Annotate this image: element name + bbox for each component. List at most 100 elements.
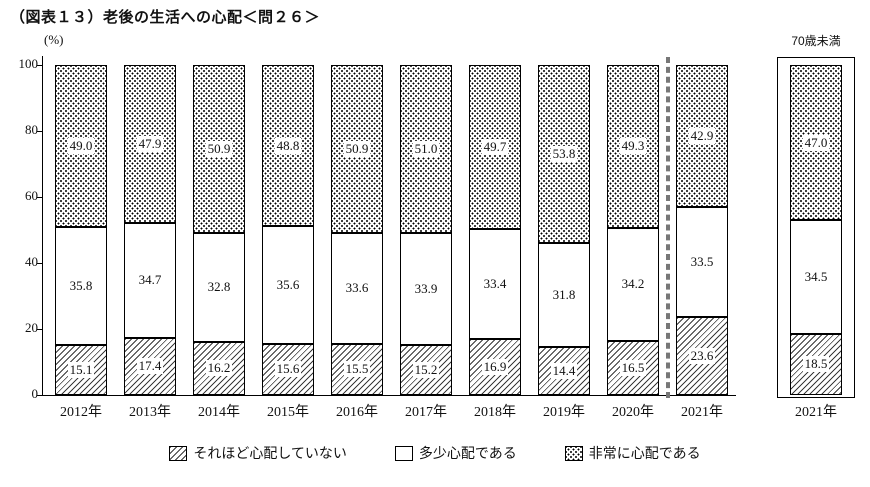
x-axis-label: 2021年 xyxy=(795,405,837,420)
bar-segment-dots: 48.8 xyxy=(262,65,314,227)
x-axis-label: 2017年 xyxy=(405,405,447,420)
legend-swatch-plain xyxy=(394,445,413,461)
stacked-bar: 16.9 33.4 49.7 xyxy=(469,65,521,395)
legend: それほど心配していない 多少心配である 非常に心配である xyxy=(0,443,870,463)
x-axis-label: 2013年 xyxy=(129,405,171,420)
bar-segment-dots: 50.9 xyxy=(331,65,383,233)
bar-value-label: 14.4 xyxy=(550,363,578,380)
bar-value-label: 42.9 xyxy=(688,127,716,144)
x-axis-label: 2012年 xyxy=(60,405,102,420)
bar-value-label: 33.5 xyxy=(688,253,716,270)
bar-value-label: 47.0 xyxy=(802,134,830,151)
bar-segment-dots: 47.9 xyxy=(124,65,176,224)
x-axis-line xyxy=(42,395,736,396)
bar-value-label: 23.6 xyxy=(688,348,716,365)
x-axis-label: 2020年 xyxy=(612,405,654,420)
bar-segment-plain: 35.6 xyxy=(262,226,314,344)
bar-segment-plain: 31.8 xyxy=(538,242,590,348)
stacked-bar: 14.4 31.8 53.8 xyxy=(538,65,590,395)
bar-value-label: 15.6 xyxy=(274,361,302,378)
bar-segment-dots: 42.9 xyxy=(676,65,728,207)
y-axis-tick xyxy=(37,131,42,132)
bar-value-label: 15.5 xyxy=(343,361,371,378)
x-axis-label: 2018年 xyxy=(474,405,516,420)
legend-label: 非常に心配である xyxy=(588,445,701,461)
bar-value-label: 49.7 xyxy=(481,139,509,156)
bar-value-label: 48.8 xyxy=(274,137,302,154)
bar-value-label: 17.4 xyxy=(136,358,164,375)
y-axis-tick xyxy=(37,329,42,330)
x-axis-label: 2016年 xyxy=(336,405,378,420)
bar-value-label: 51.0 xyxy=(412,141,440,157)
bar-segment-hatch: 16.2 xyxy=(193,341,245,395)
bar-segment-hatch: 15.1 xyxy=(55,345,107,395)
bar-value-label: 34.5 xyxy=(802,269,830,286)
stacked-bar: 23.6 33.5 42.9 xyxy=(676,65,728,395)
bar-segment-hatch: 15.5 xyxy=(331,343,383,395)
y-axis-tick-label: 40 xyxy=(25,254,38,269)
stacked-bar: 17.4 34.7 47.9 xyxy=(124,65,176,395)
legend-item: 非常に心配である xyxy=(564,443,701,463)
bar-value-label: 33.6 xyxy=(343,280,371,297)
bar-value-label: 16.5 xyxy=(619,359,647,376)
bar-value-label: 35.6 xyxy=(274,276,302,293)
y-axis-tick xyxy=(37,65,42,66)
legend-swatch-hatch xyxy=(169,445,188,461)
stacked-bar: 15.2 33.9 51.0 xyxy=(400,65,452,395)
bar-segment-hatch: 17.4 xyxy=(124,337,176,395)
annex-stacked-bar: 18.5 34.5 47.0 xyxy=(790,65,842,395)
bar-segment-plain: 33.4 xyxy=(469,229,521,340)
bar-segment-plain: 33.5 xyxy=(676,206,728,318)
bar-segment-dots: 51.0 xyxy=(400,65,452,233)
x-axis-label: 2019年 xyxy=(543,405,585,420)
legend-label: 多少心配である xyxy=(418,445,517,461)
bar-value-label: 34.2 xyxy=(619,276,647,293)
bar-segment-dots: 49.0 xyxy=(55,65,107,228)
bar-value-label: 53.8 xyxy=(550,145,578,162)
bar-value-label: 16.9 xyxy=(481,359,509,376)
period-separator xyxy=(665,57,670,398)
bar-value-label: 15.2 xyxy=(412,361,440,378)
figure-title: （図表１３）老後の生活への心配＜問２６＞ xyxy=(10,9,321,26)
bar-value-label: 49.0 xyxy=(67,138,95,155)
bar-value-label: 33.9 xyxy=(412,280,440,297)
y-axis-tick-label: 20 xyxy=(25,320,38,335)
bar-segment-hatch: 23.6 xyxy=(676,317,728,395)
stacked-bar: 15.1 35.8 49.0 xyxy=(55,65,107,395)
bar-value-label: 50.9 xyxy=(343,141,371,157)
x-axis-label: 2015年 xyxy=(267,405,309,420)
stacked-bar: 15.6 35.6 48.8 xyxy=(262,65,314,395)
bar-value-label: 35.8 xyxy=(67,278,95,295)
annex-group-label: 70歳未満 xyxy=(791,34,841,48)
bar-segment-plain: 32.8 xyxy=(193,233,245,342)
bar-segment-hatch: 14.4 xyxy=(538,347,590,395)
stacked-bar: 15.5 33.6 50.9 xyxy=(331,65,383,395)
bar-segment-plain: 33.9 xyxy=(400,232,452,345)
y-axis-tick-label: 100 xyxy=(18,56,39,71)
bar-value-label: 47.9 xyxy=(136,136,164,153)
legend-item: 多少心配である xyxy=(394,443,517,463)
legend-item: それほど心配していない xyxy=(169,443,347,463)
bar-segment-hatch: 18.5 xyxy=(790,333,842,395)
legend-label: それほど心配していない xyxy=(193,445,347,461)
bar-segment-plain: 34.7 xyxy=(124,223,176,338)
bar-value-label: 15.1 xyxy=(67,362,95,379)
bar-segment-dots: 49.7 xyxy=(469,65,521,230)
stacked-bar: 16.5 34.2 49.3 xyxy=(607,65,659,395)
y-axis-tick-label: 0 xyxy=(31,386,39,401)
y-axis-tick xyxy=(37,197,42,198)
bar-segment-hatch: 16.9 xyxy=(469,339,521,395)
y-axis-tick-label: 80 xyxy=(25,122,38,137)
bar-segment-plain: 33.6 xyxy=(331,232,383,344)
bar-value-label: 33.4 xyxy=(481,276,509,293)
bar-segment-plain: 34.2 xyxy=(607,227,659,341)
bar-value-label: 34.7 xyxy=(136,272,164,289)
bar-value-label: 50.9 xyxy=(205,141,233,158)
annex-frame xyxy=(777,57,855,398)
bar-segment-dots: 53.8 xyxy=(538,65,590,243)
bar-segment-hatch: 15.6 xyxy=(262,343,314,395)
bar-segment-dots: 50.9 xyxy=(193,65,245,234)
bar-segment-plain: 35.8 xyxy=(55,227,107,346)
